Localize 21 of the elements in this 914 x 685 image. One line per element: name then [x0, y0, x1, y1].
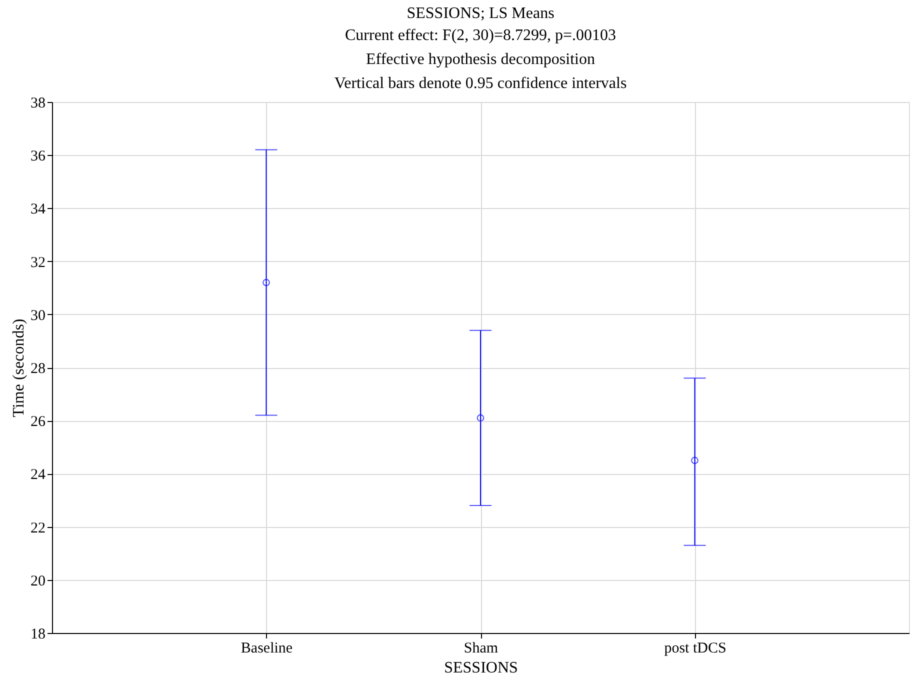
y-axis-title: Time (seconds): [10, 318, 28, 418]
y-tick-label: 34: [30, 202, 46, 218]
x-tick-label: post tDCS: [664, 640, 726, 656]
y-tick-label: 28: [30, 361, 46, 377]
y-tick-label: 30: [30, 308, 46, 324]
y-tick-label: 32: [30, 254, 46, 271]
y-tick-label: 18: [30, 626, 46, 642]
chart-title: SESSIONS; LS Means: [406, 5, 554, 22]
chart-subtitle: Current effect: F(2, 30)=8.7299, p=.00103 Effective hypothesis decomposition Vertical bars denote 0.95 confidence intervals: [334, 27, 627, 92]
y-tick-label: 36: [30, 148, 46, 165]
y-tick-label: 24: [30, 467, 46, 484]
x-tick-label: Baseline: [240, 640, 293, 656]
y-tick-label: 22: [30, 520, 46, 536]
y-tick-label: 26: [30, 414, 46, 430]
point: [476, 414, 484, 422]
point: [262, 278, 270, 286]
y-tick-label: 38: [30, 96, 46, 112]
x-axis-title: SESSIONS: [444, 660, 518, 676]
point: [691, 456, 698, 464]
x-tick-label: Sham: [464, 640, 498, 656]
y-tick-label: 20: [30, 573, 46, 590]
